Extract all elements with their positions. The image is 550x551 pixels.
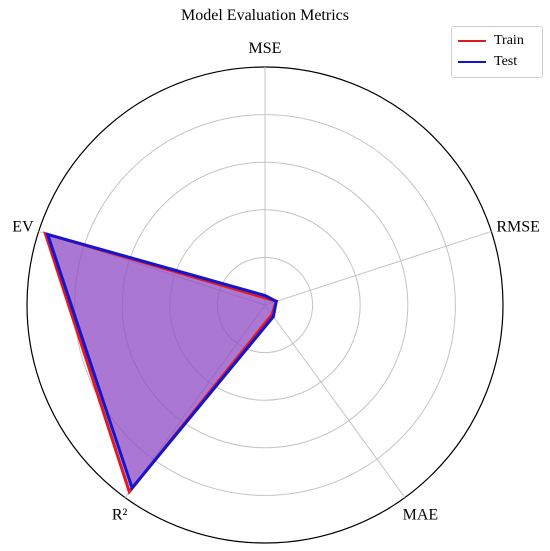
axis-labels: MSE RMSE MAE R² EV [12, 40, 540, 524]
chart-title: Model Evaluation Metrics [181, 7, 349, 24]
axis-label: MAE [403, 507, 439, 524]
radar-series [43, 231, 279, 495]
axis-label: RMSE [496, 218, 540, 235]
spoke-line [264, 230, 492, 306]
series-line-test [45, 232, 278, 491]
axis-label: MSE [249, 40, 282, 57]
legend-label-test: Test [494, 54, 518, 69]
series-fill-test [47, 234, 277, 488]
legend-item-train: Train [452, 31, 524, 51]
axis-label: EV [12, 218, 34, 235]
legend-swatch-test [458, 61, 486, 63]
legend-swatch-train [458, 40, 486, 42]
legend-item-test: Test [452, 52, 517, 72]
legend-label-train: Train [494, 33, 524, 48]
spoke-line [264, 304, 406, 498]
axis-label: R² [112, 507, 128, 524]
legend: Train Test [451, 26, 543, 78]
